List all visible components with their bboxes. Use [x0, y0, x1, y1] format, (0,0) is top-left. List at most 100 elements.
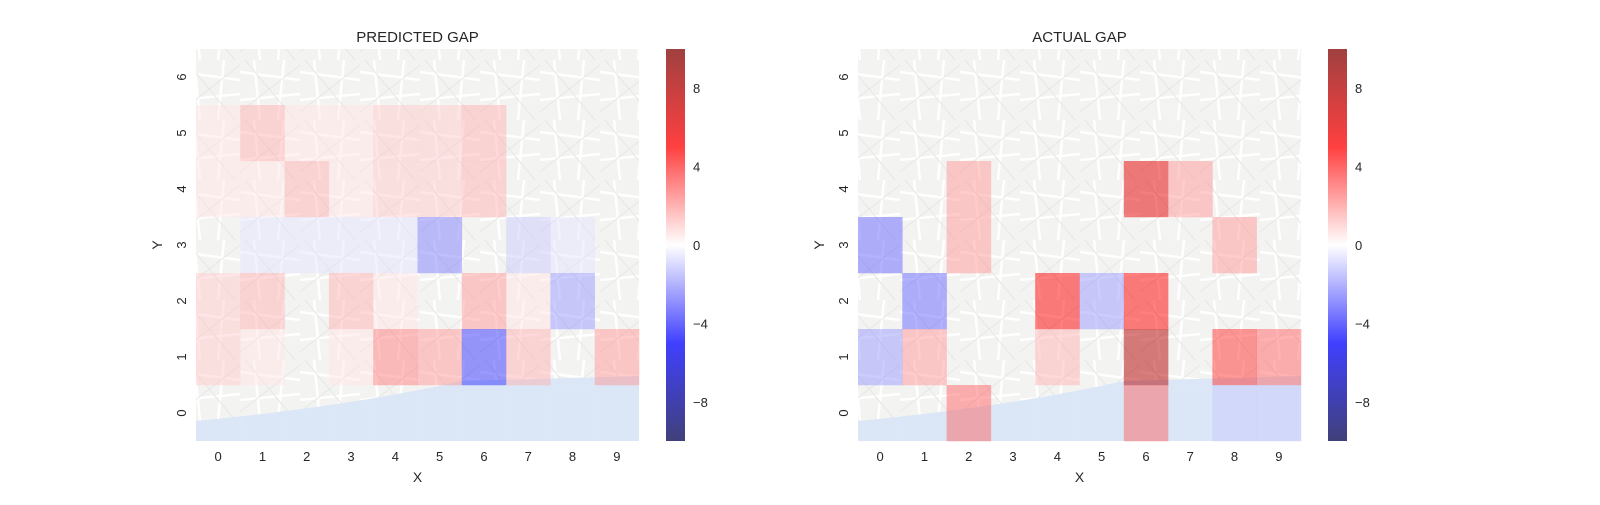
- colorbar-tick-label: 8: [1355, 81, 1362, 96]
- chart-title: ACTUAL GAP: [1032, 29, 1126, 46]
- heatmap-cell: [1168, 49, 1213, 106]
- heatmap-cell: [328, 385, 374, 442]
- heatmap-cell: [858, 105, 903, 162]
- heatmap-cell: [373, 329, 418, 386]
- heatmap-cell: [1123, 273, 1169, 330]
- x-axis-label: X: [1075, 469, 1085, 485]
- heatmap-cell: [328, 105, 374, 162]
- heatmap-cell: [594, 105, 640, 162]
- heatmap-cell: [1168, 105, 1213, 162]
- colorbar: [666, 49, 685, 441]
- y-tick-label: 2: [174, 297, 189, 304]
- heatmap-cell: [461, 105, 507, 162]
- heatmap-cell: [1035, 329, 1080, 386]
- y-tick-label: 5: [174, 129, 189, 136]
- heatmap-cell: [1079, 161, 1125, 218]
- heatmap-cell: [1123, 49, 1169, 106]
- heatmap-cell: [1168, 329, 1213, 386]
- x-tick-label: 0: [877, 449, 884, 464]
- colorbar-tick-label: 4: [693, 160, 700, 175]
- heatmap-cell: [1168, 161, 1213, 218]
- heatmap-cell: [1168, 385, 1213, 442]
- heatmap-cell: [902, 273, 947, 330]
- heatmap-cell: [990, 49, 1036, 106]
- heatmap-cell: [1212, 217, 1257, 274]
- heatmap-cell: [373, 49, 418, 106]
- heatmap-cell: [417, 49, 463, 106]
- heatmap-cell: [417, 105, 463, 162]
- heatmap-cell: [1212, 105, 1257, 162]
- river-shape: [196, 376, 639, 441]
- heatmap-cell: [1079, 105, 1125, 162]
- heatmap-cell: [550, 49, 595, 106]
- heatmap-cell: [461, 217, 507, 274]
- heatmap-cell: [1212, 329, 1257, 386]
- heatmap-cell: [1035, 217, 1080, 274]
- heatmap-cell: [902, 105, 947, 162]
- heatmap-cell: [550, 273, 595, 330]
- colorbar-tick-label: 8: [693, 81, 700, 96]
- heatmap-cell: [196, 385, 241, 442]
- heatmap-cell: [461, 161, 507, 218]
- heatmap-cell: [328, 329, 374, 386]
- heatmap-cell: [1035, 385, 1080, 442]
- y-tick-label: 6: [836, 73, 851, 80]
- heatmap-cell: [990, 161, 1036, 218]
- x-tick-label: 9: [613, 449, 620, 464]
- heatmap-cell: [1212, 385, 1257, 442]
- heatmap-cell: [417, 385, 463, 442]
- heatmap-cell: [946, 385, 992, 442]
- x-tick-label: 7: [1187, 449, 1194, 464]
- heatmap-cell: [902, 329, 947, 386]
- heatmap-cell: [946, 273, 992, 330]
- heatmap-cell: [506, 217, 551, 274]
- colorbar: [1328, 49, 1347, 441]
- x-tick-label: 0: [215, 449, 222, 464]
- x-axis-label: X: [413, 469, 423, 485]
- heatmap-cell: [240, 49, 285, 106]
- heatmap-cell: [417, 161, 463, 218]
- heatmap-cell: [506, 273, 551, 330]
- heatmap-cell: [196, 105, 241, 162]
- heatmap-cell: [858, 385, 903, 442]
- heatmap-cell: [902, 217, 947, 274]
- heatmap-cell: [328, 217, 374, 274]
- heatmap-cell: [196, 273, 241, 330]
- heatmap-cell: [1123, 217, 1169, 274]
- heatmap-cell: [902, 161, 947, 218]
- heatmap-cell: [946, 161, 992, 218]
- x-tick-label: 2: [965, 449, 972, 464]
- heatmap-cell: [946, 49, 992, 106]
- y-tick-label: 4: [836, 185, 851, 192]
- heatmap-cell: [461, 273, 507, 330]
- heatmap-cell: [284, 385, 330, 442]
- heatmap-cell: [946, 105, 992, 162]
- y-tick-label: 3: [836, 241, 851, 248]
- heatmap-cell: [550, 105, 595, 162]
- x-tick-label: 7: [525, 449, 532, 464]
- heatmap-cell: [1035, 105, 1080, 162]
- heatmap-cell: [1079, 49, 1125, 106]
- heatmap-cell: [240, 385, 285, 442]
- heatmap-cell: [990, 385, 1036, 442]
- heatmap-cell: [417, 273, 463, 330]
- heatmap-cell: [990, 217, 1036, 274]
- x-tick-label: 1: [921, 449, 928, 464]
- heatmap-cell: [946, 217, 992, 274]
- heatmap-cell: [990, 329, 1036, 386]
- heatmap-cell: [284, 217, 330, 274]
- y-tick-label: 3: [174, 241, 189, 248]
- heatmap-cell: [550, 329, 595, 386]
- heatmap-cell: [1256, 329, 1302, 386]
- heatmap-cell: [461, 49, 507, 106]
- heatmap-cell: [506, 49, 551, 106]
- heatmap-cell: [284, 329, 330, 386]
- x-tick-label: 9: [1275, 449, 1282, 464]
- heatmap-cell: [240, 217, 285, 274]
- colorbar-tick-label: 4: [1355, 160, 1362, 175]
- x-tick-label: 4: [392, 449, 399, 464]
- heatmap-cell: [1035, 161, 1080, 218]
- heatmap-cell: [594, 273, 640, 330]
- heatmap-cell: [373, 161, 418, 218]
- heatmap-cell: [240, 105, 285, 162]
